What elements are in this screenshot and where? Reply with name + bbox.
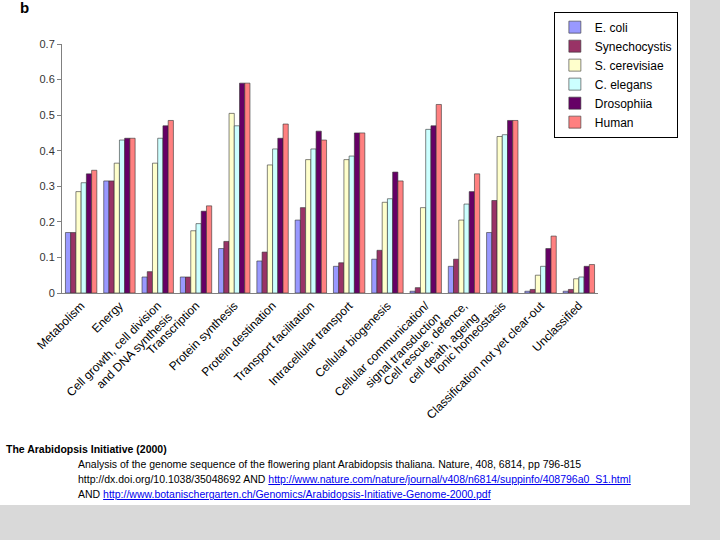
html-text:http://dx.doi.org/10.1038/3504: http://dx.doi.org/10.1038/35048692 AND h… [78, 473, 631, 485]
svg-text:Unclassified: Unclassified [530, 299, 586, 355]
svg-text:0.3: 0.3 [40, 180, 55, 192]
svg-text:Synechocystis: Synechocystis [595, 40, 672, 54]
svg-text:0.5: 0.5 [40, 109, 55, 121]
svg-text:Protein synthesis: Protein synthesis [166, 299, 241, 374]
svg-text:Energy: Energy [89, 299, 126, 336]
svg-text:Metabolism: Metabolism [34, 299, 87, 352]
svg-text:0.7: 0.7 [40, 38, 55, 50]
html-text:AND http://www.botanischergart: AND http://www.botanischergarten.ch/Geno… [78, 488, 491, 500]
svg-text:0.6: 0.6 [40, 73, 55, 85]
svg-text:Human: Human [595, 116, 634, 130]
svg-text:C. elegans: C. elegans [595, 78, 652, 92]
svg-text:0.2: 0.2 [40, 216, 55, 228]
html-text:The Arabidopsis Initiative (20: The Arabidopsis Initiative (2000) [6, 443, 167, 455]
svg-text:Cell rescue, defence,cell deat: Cell rescue, defence,cell death, ageing [381, 299, 482, 400]
svg-text:Intracellular transport: Intracellular transport [266, 298, 356, 388]
svg-text:0.4: 0.4 [40, 145, 55, 157]
svg-text:0.1: 0.1 [40, 251, 55, 263]
svg-text:Ionic homeostasis: Ionic homeostasis [431, 299, 509, 377]
svg-text:Cellular biogenesis: Cellular biogenesis [312, 299, 394, 381]
svg-text:Transcription: Transcription [144, 299, 203, 358]
svg-text:Classification not yet clear-o: Classification not yet clear-out [424, 298, 548, 422]
svg-text:S. cerevisiae: S. cerevisiae [595, 59, 664, 73]
svg-text:E. coli: E. coli [595, 21, 628, 35]
svg-text:b: b [20, 0, 29, 16]
svg-text:Transport facilitation: Transport facilitation [231, 299, 317, 385]
svg-text:Drosophiia: Drosophiia [595, 97, 653, 111]
svg-text:0: 0 [49, 287, 55, 299]
svg-text:Protein destination: Protein destination [199, 299, 279, 379]
html-text:Analysis of the genome sequenc: Analysis of the genome sequence of the f… [78, 458, 582, 470]
svg-text:Cell growth, cell divisionand: Cell growth, cell divisionand DNA synthe… [64, 299, 175, 410]
svg-text:Cellular communication/signal: Cellular communication/signal transducti… [332, 298, 444, 410]
